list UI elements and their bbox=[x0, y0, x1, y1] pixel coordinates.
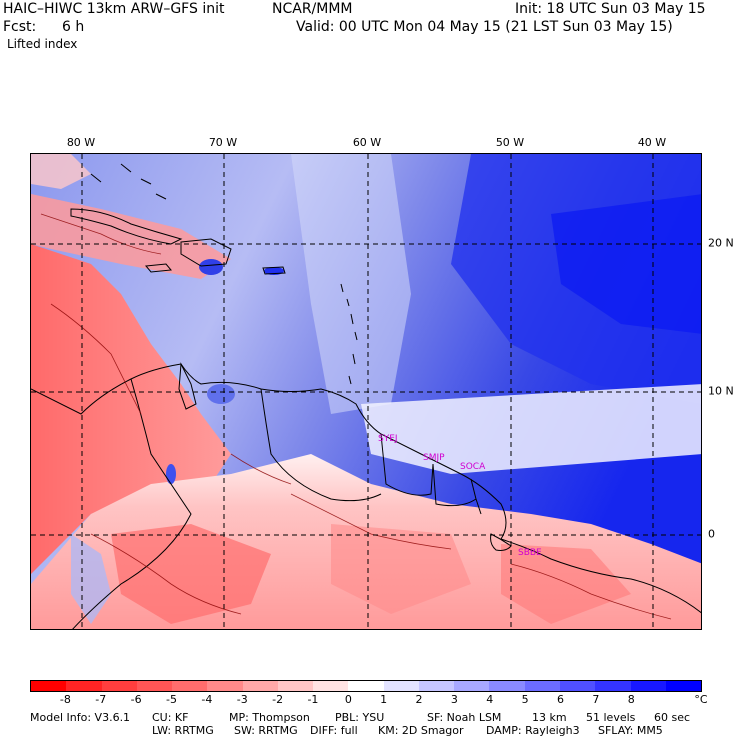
unstable-core-se bbox=[501, 544, 631, 624]
footer-item: SFLAY: MM5 bbox=[598, 724, 663, 737]
stable-blob-hispaniola bbox=[199, 259, 223, 275]
color-scale-swatch bbox=[172, 681, 208, 691]
color-scale-tick-label: -7 bbox=[95, 693, 107, 706]
coastlines bbox=[31, 163, 701, 629]
unstable-core-sw bbox=[111, 524, 271, 624]
color-scale-swatch bbox=[136, 681, 173, 691]
station-label: SYEJ bbox=[378, 434, 398, 444]
footer-item: LW: RRTMG bbox=[152, 724, 214, 737]
color-scale-swatch bbox=[313, 681, 349, 691]
color-scale-tick-label: 0 bbox=[344, 693, 352, 706]
color-scale-swatch bbox=[559, 681, 596, 691]
color-scale-swatch bbox=[277, 681, 314, 691]
lat-lon-grid bbox=[31, 154, 701, 629]
footer-item: MP: Thompson bbox=[229, 711, 310, 724]
color-scale-swatch bbox=[524, 681, 560, 691]
color-scale-swatch bbox=[348, 681, 384, 691]
color-scale-tick-label: -4 bbox=[201, 693, 213, 706]
color-scale-swatch bbox=[101, 681, 137, 691]
footer-item: SW: RRTMG bbox=[234, 724, 298, 737]
lon-label-70w: 70 W bbox=[208, 136, 238, 149]
footer-item: KM: 2D Smagor bbox=[378, 724, 464, 737]
color-scale-tick-label: 8 bbox=[627, 693, 635, 706]
color-scale-swatch bbox=[665, 681, 702, 691]
li-contours bbox=[40, 213, 672, 620]
station-label: SOCA bbox=[460, 462, 486, 472]
color-scale-swatch bbox=[630, 681, 666, 691]
color-scale-tick-label: -3 bbox=[236, 693, 248, 706]
color-scale-swatch bbox=[595, 681, 631, 691]
color-scale-tick-label: -6 bbox=[130, 693, 142, 706]
footer-item: 51 levels bbox=[586, 711, 636, 724]
color-scale-tick-label: -8 bbox=[59, 693, 71, 706]
color-scale-tick-label: -2 bbox=[272, 693, 284, 706]
footer-item: SF: Noah LSM bbox=[427, 711, 502, 724]
lat-label-10n: 10 N bbox=[708, 384, 734, 398]
color-scale-swatch bbox=[207, 681, 243, 691]
light-band bbox=[291, 154, 411, 414]
footer-item: DAMP: Rayleigh3 bbox=[486, 724, 580, 737]
footer-item: 60 sec bbox=[654, 711, 691, 724]
color-scale-swatch bbox=[454, 681, 490, 691]
lon-label-80w: 80 W bbox=[66, 136, 96, 149]
color-scale-tick-label: -5 bbox=[165, 693, 177, 706]
forecast-label: Fcst: bbox=[3, 19, 37, 35]
stable-blob-colombia bbox=[166, 464, 176, 484]
lon-label-50w: 50 W bbox=[495, 136, 525, 149]
footer-item: Model Info: V3.6.1 bbox=[30, 711, 131, 724]
forecast-hour: 6 h bbox=[62, 19, 85, 35]
color-scale-swatch bbox=[383, 681, 419, 691]
color-scale-tick-label: -1 bbox=[307, 693, 319, 706]
color-scale-swatch bbox=[66, 681, 102, 691]
color-scale-tick-label: 2 bbox=[415, 693, 423, 706]
lifted-index-map: SYEJ SMJP SOCA SBBE bbox=[30, 153, 702, 630]
color-scale-tick-label: 1 bbox=[380, 693, 388, 706]
lon-label-40w: 40 W bbox=[637, 136, 667, 149]
color-scale-swatch bbox=[242, 681, 278, 691]
field-name: Lifted index bbox=[7, 37, 78, 51]
color-scale-swatch bbox=[418, 681, 455, 691]
color-scale-tick-label: 5 bbox=[521, 693, 529, 706]
valid-time: Valid: 00 UTC Mon 04 May 15 (21 LST Sun … bbox=[296, 19, 673, 35]
color-scale-tick-label: 7 bbox=[592, 693, 600, 706]
stable-core-inner bbox=[551, 194, 701, 334]
color-scale-swatch bbox=[31, 681, 67, 691]
lat-label-equator: 0 bbox=[708, 527, 715, 541]
unstable-bahamas bbox=[31, 154, 91, 189]
org-label: NCAR/MMM bbox=[272, 1, 353, 17]
footer-item: CU: KF bbox=[152, 711, 189, 724]
color-scale-swatch bbox=[489, 681, 525, 691]
transition-band bbox=[361, 384, 701, 474]
footer-item: 13 km bbox=[532, 711, 567, 724]
model-title: HAIC–HIWC 13km ARW–GFS init bbox=[3, 1, 225, 17]
lat-label-20n: 20 N bbox=[708, 236, 734, 250]
stable-blob-venezuela bbox=[207, 384, 235, 404]
footer-item: PBL: YSU bbox=[335, 711, 385, 724]
color-scale-tick-label: 3 bbox=[450, 693, 458, 706]
init-time: Init: 18 UTC Sun 03 May 15 bbox=[515, 1, 706, 17]
footer-item: DIFF: full bbox=[310, 724, 358, 737]
unstable-core-s bbox=[331, 524, 471, 614]
map-canvas: SYEJ SMJP SOCA SBBE bbox=[31, 154, 701, 629]
color-scale bbox=[30, 680, 702, 692]
unit-label: °C bbox=[694, 693, 708, 706]
station-label: SBBE bbox=[518, 548, 542, 558]
color-scale-tick-label: 4 bbox=[486, 693, 494, 706]
color-scale-tick-label: 6 bbox=[557, 693, 565, 706]
station-label: SMJP bbox=[423, 453, 445, 463]
unstable-north bbox=[31, 194, 231, 279]
lon-label-60w: 60 W bbox=[352, 136, 382, 149]
